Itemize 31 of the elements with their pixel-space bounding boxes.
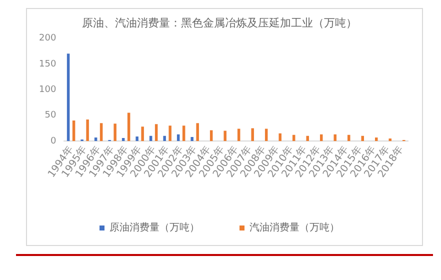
legend-label: 汽油消费量（万吨） xyxy=(250,222,340,234)
bar xyxy=(237,128,240,142)
bar xyxy=(388,138,392,142)
bar xyxy=(141,126,144,142)
y-tick-label: 0 xyxy=(50,136,56,146)
bar xyxy=(224,130,226,142)
bar xyxy=(278,133,282,142)
bar xyxy=(100,123,103,142)
bar xyxy=(361,136,364,142)
y-tick-label: 100 xyxy=(38,84,56,95)
y-tick-label: 200 xyxy=(38,34,56,44)
bar xyxy=(127,112,130,142)
y-tick-label: 150 xyxy=(38,59,56,70)
bar xyxy=(182,126,186,142)
bar xyxy=(86,119,89,142)
bar xyxy=(196,123,199,142)
bar xyxy=(168,126,172,142)
bar xyxy=(154,124,158,142)
chart-title: 原油、汽油消费量：黑色金属冶炼及压延加工业（万吨） xyxy=(82,16,357,30)
bar xyxy=(334,134,336,142)
legend-label: 原油消费量（万吨） xyxy=(110,222,200,234)
bar xyxy=(163,136,166,142)
bar xyxy=(72,120,76,142)
bar xyxy=(66,54,70,142)
bar xyxy=(251,128,254,142)
bar xyxy=(306,136,309,142)
bar xyxy=(190,136,194,142)
y-tick-label: 50 xyxy=(44,110,56,121)
bar xyxy=(136,136,138,142)
bar xyxy=(114,124,116,142)
bar xyxy=(264,128,268,142)
